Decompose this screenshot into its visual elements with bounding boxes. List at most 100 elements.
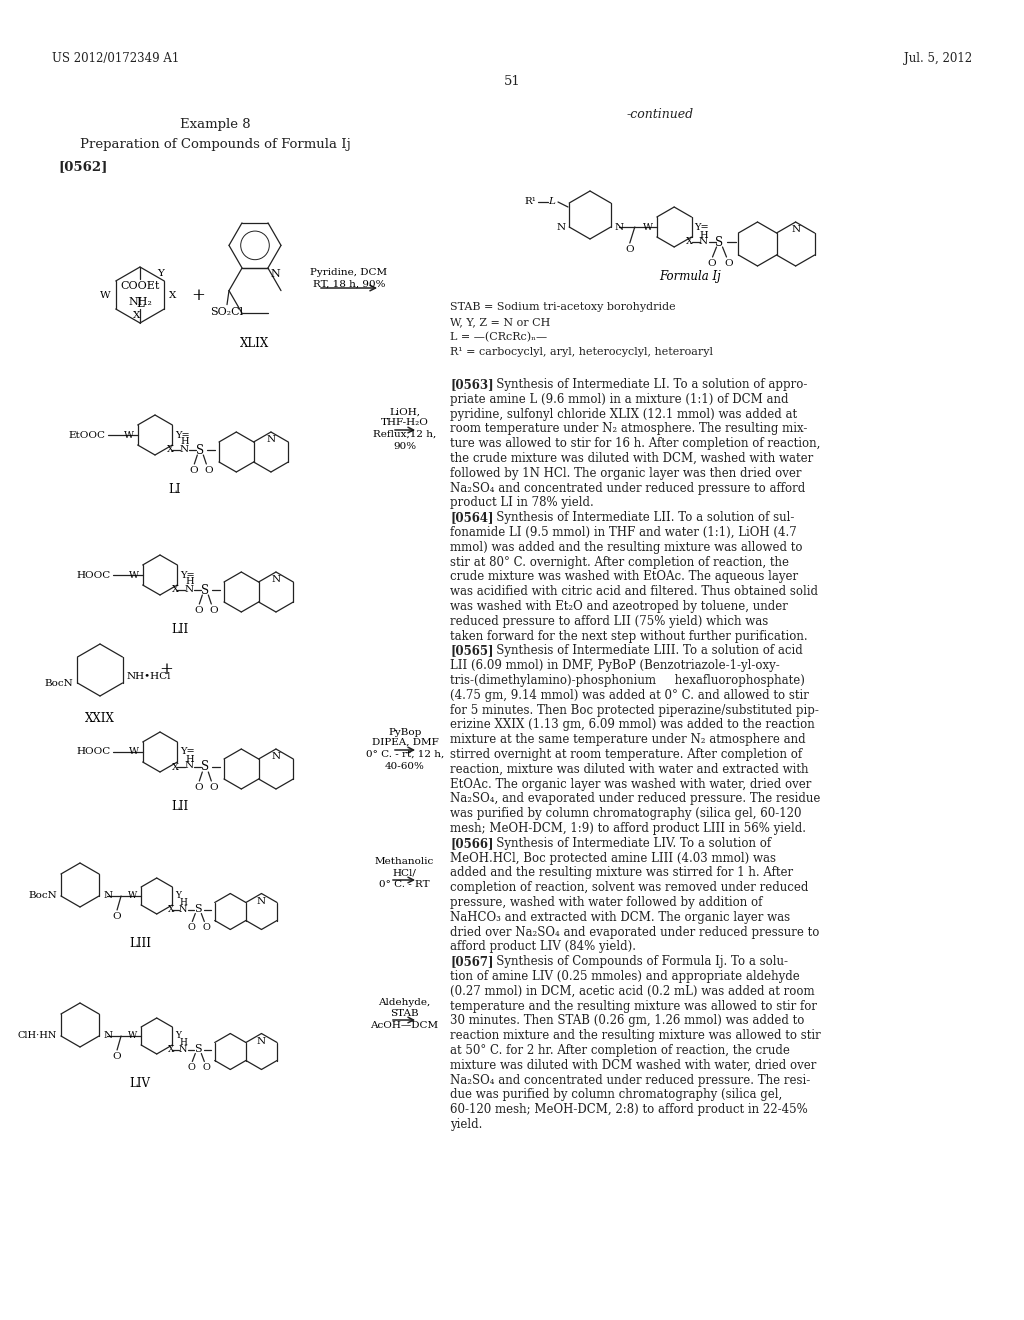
Text: tion of amine LIV (0.25 mmoles) and appropriate aldehyde: tion of amine LIV (0.25 mmoles) and appr… — [450, 970, 800, 983]
Text: mixture was diluted with DCM washed with water, dried over: mixture was diluted with DCM washed with… — [450, 1059, 816, 1072]
Text: Aldehyde,: Aldehyde, — [378, 998, 430, 1007]
Text: H: H — [179, 1038, 187, 1047]
Text: N: N — [257, 896, 266, 906]
Text: EtOAc. The organic layer was washed with water, dried over: EtOAc. The organic layer was washed with… — [450, 777, 811, 791]
Text: [0566]: [0566] — [450, 837, 494, 850]
Text: MeOH.HCl, Boc protected amine LIII (4.03 mmol) was: MeOH.HCl, Boc protected amine LIII (4.03… — [450, 851, 776, 865]
Text: product LI in 78% yield.: product LI in 78% yield. — [450, 496, 594, 510]
Text: LIV: LIV — [129, 1077, 151, 1090]
Text: N: N — [103, 891, 113, 900]
Text: dried over Na₂SO₄ and evaporated under reduced pressure to: dried over Na₂SO₄ and evaporated under r… — [450, 925, 819, 939]
Text: pyridine, sulfonyl chloride XLIX (12.1 mmol) was added at: pyridine, sulfonyl chloride XLIX (12.1 m… — [450, 408, 797, 421]
Text: Y: Y — [157, 269, 164, 279]
Text: was acidified with citric acid and filtered. Thus obtained solid: was acidified with citric acid and filte… — [450, 585, 818, 598]
Text: Y: Y — [175, 891, 181, 900]
Text: Y=: Y= — [694, 223, 710, 231]
Text: HCl/: HCl/ — [392, 869, 416, 876]
Text: +: + — [159, 661, 173, 678]
Text: Y: Y — [175, 1031, 181, 1040]
Text: O: O — [724, 259, 733, 268]
Text: H: H — [185, 578, 194, 586]
Text: NH₂: NH₂ — [128, 297, 152, 308]
Text: pressure, washed with water followed by addition of: pressure, washed with water followed by … — [450, 896, 763, 909]
Text: S: S — [716, 235, 724, 248]
Text: DIPEA, DMF: DIPEA, DMF — [372, 738, 438, 747]
Text: Preparation of Compounds of Formula Ij: Preparation of Compounds of Formula Ij — [80, 139, 350, 150]
Text: STAB = Sodium tri-acetoxy borohydride: STAB = Sodium tri-acetoxy borohydride — [450, 302, 676, 312]
Text: fonamide LI (9.5 mmol) in THF and water (1:1), LiOH (4.7: fonamide LI (9.5 mmol) in THF and water … — [450, 525, 797, 539]
Text: due was purified by column chromatography (silica gel,: due was purified by column chromatograph… — [450, 1089, 782, 1101]
Text: L = —(CRcRc)ₙ—: L = —(CRcRc)ₙ— — [450, 331, 547, 342]
Text: N: N — [184, 585, 194, 594]
Text: O: O — [708, 259, 716, 268]
Text: N: N — [179, 906, 187, 913]
Text: room temperature under N₂ atmosphere. The resulting mix-: room temperature under N₂ atmosphere. Th… — [450, 422, 807, 436]
Text: [0564]: [0564] — [450, 511, 494, 524]
Text: N: N — [556, 223, 565, 231]
Text: N: N — [792, 224, 800, 234]
Text: yield.: yield. — [450, 1118, 482, 1131]
Text: the crude mixture was diluted with DCM, washed with water: the crude mixture was diluted with DCM, … — [450, 451, 813, 465]
Text: XLIX: XLIX — [241, 337, 269, 350]
Text: Synthesis of Intermediate LII. To a solution of sul-: Synthesis of Intermediate LII. To a solu… — [484, 511, 795, 524]
Text: N: N — [266, 436, 275, 444]
Text: N: N — [271, 752, 281, 762]
Text: was purified by column chromatography (silica gel, 60-120: was purified by column chromatography (s… — [450, 808, 802, 820]
Text: X: X — [172, 763, 178, 771]
Text: SO₂Cl: SO₂Cl — [211, 306, 244, 317]
Text: BocN: BocN — [29, 891, 57, 900]
Text: 60-120 mesh; MeOH-DCM, 2:8) to afford product in 22-45%: 60-120 mesh; MeOH-DCM, 2:8) to afford pr… — [450, 1104, 808, 1117]
Text: O: O — [209, 783, 218, 792]
Text: was washed with Et₂O and azeotroped by toluene, under: was washed with Et₂O and azeotroped by t… — [450, 601, 787, 612]
Text: 0° C. - rt, 12 h,: 0° C. - rt, 12 h, — [366, 750, 444, 759]
Text: RT, 18 h, 90%: RT, 18 h, 90% — [312, 280, 385, 289]
Text: H: H — [699, 231, 708, 239]
Text: mmol) was added and the resulting mixture was allowed to: mmol) was added and the resulting mixtur… — [450, 541, 803, 554]
Text: (0.27 mmol) in DCM, acetic acid (0.2 mL) was added at room: (0.27 mmol) in DCM, acetic acid (0.2 mL)… — [450, 985, 815, 998]
Text: R¹ = carbocyclyl, aryl, heterocyclyl, heteroaryl: R¹ = carbocyclyl, aryl, heterocyclyl, he… — [450, 347, 713, 356]
Text: for 5 minutes. Then Boc protected piperazine/substituted pip-: for 5 minutes. Then Boc protected pipera… — [450, 704, 819, 717]
Text: W, Y, Z = N or CH: W, Y, Z = N or CH — [450, 317, 550, 327]
Text: COOEt: COOEt — [120, 281, 160, 290]
Text: O: O — [203, 924, 210, 932]
Text: [0562]: [0562] — [58, 160, 108, 173]
Text: N: N — [257, 1036, 266, 1045]
Text: Na₂SO₄ and concentrated under reduced pressure. The resi-: Na₂SO₄ and concentrated under reduced pr… — [450, 1073, 810, 1086]
Text: 0° C. - RT: 0° C. - RT — [379, 880, 429, 888]
Text: Pyridine, DCM: Pyridine, DCM — [310, 268, 387, 277]
Text: O: O — [187, 1064, 196, 1072]
Text: 90%: 90% — [393, 442, 417, 451]
Text: tris-(dimethylamino)-phosphonium     hexafluorophosphate): tris-(dimethylamino)-phosphonium hexaflu… — [450, 675, 805, 686]
Text: N: N — [699, 238, 708, 247]
Text: -continued: -continued — [627, 108, 693, 121]
Text: X: X — [169, 290, 176, 300]
Text: LII: LII — [171, 623, 188, 636]
Text: X: X — [686, 238, 693, 247]
Text: Reflux,12 h,: Reflux,12 h, — [374, 430, 436, 440]
Text: reaction mixture and the resulting mixture was allowed to stir: reaction mixture and the resulting mixtu… — [450, 1030, 821, 1043]
Text: stir at 80° C. overnight. After completion of reaction, the: stir at 80° C. overnight. After completi… — [450, 556, 790, 569]
Text: BocN: BocN — [45, 678, 74, 688]
Text: ture was allowed to stir for 16 h. After completion of reaction,: ture was allowed to stir for 16 h. After… — [450, 437, 820, 450]
Text: W: W — [128, 891, 137, 900]
Text: X: X — [172, 586, 178, 594]
Text: N: N — [270, 269, 280, 279]
Text: N: N — [180, 445, 188, 454]
Text: priate amine L (9.6 mmol) in a mixture (1:1) of DCM and: priate amine L (9.6 mmol) in a mixture (… — [450, 393, 788, 405]
Text: LI: LI — [169, 483, 181, 496]
Text: mesh; MeOH-DCM, 1:9) to afford product LIII in 56% yield.: mesh; MeOH-DCM, 1:9) to afford product L… — [450, 822, 806, 836]
Text: O: O — [209, 606, 218, 615]
Text: +: + — [191, 286, 205, 304]
Text: N: N — [614, 223, 624, 231]
Text: reaction, mixture was diluted with water and extracted with: reaction, mixture was diluted with water… — [450, 763, 809, 776]
Text: reduced pressure to afford LII (75% yield) which was: reduced pressure to afford LII (75% yiel… — [450, 615, 768, 628]
Text: AcOH—DCM: AcOH—DCM — [370, 1020, 438, 1030]
Text: Synthesis of Compounds of Formula Ij. To a solu-: Synthesis of Compounds of Formula Ij. To… — [484, 956, 787, 968]
Text: X: X — [168, 906, 174, 913]
Text: THF-H₂O: THF-H₂O — [381, 418, 429, 426]
Text: O: O — [626, 246, 634, 253]
Text: completion of reaction, solvent was removed under reduced: completion of reaction, solvent was remo… — [450, 882, 808, 894]
Text: R¹: R¹ — [524, 198, 536, 206]
Text: LII: LII — [171, 800, 188, 813]
Text: O: O — [194, 783, 203, 792]
